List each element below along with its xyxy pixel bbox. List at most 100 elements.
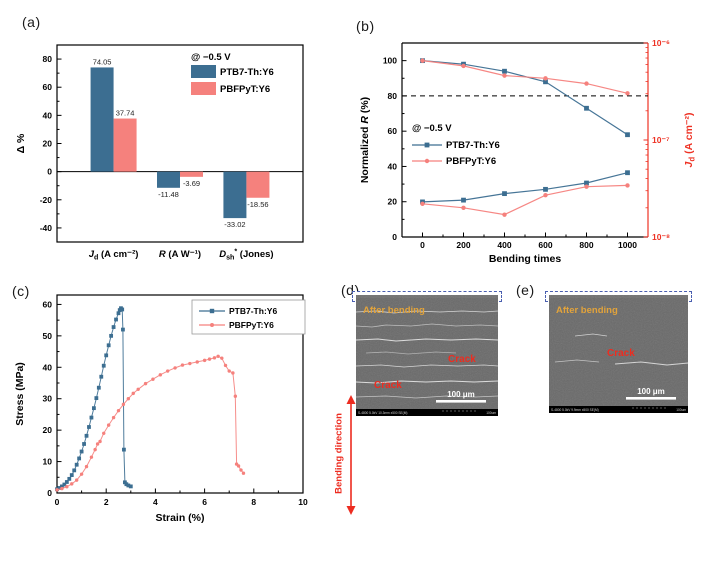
scale-bar (626, 397, 676, 400)
crack-line (574, 333, 608, 337)
legend-entry-label: PBFPyT:Y6 (446, 156, 496, 167)
crack-line (355, 380, 499, 384)
right-y-tick-label: 10⁻⁷ (652, 135, 670, 145)
y-tick-label: -20 (40, 195, 53, 205)
x-tick-label: 2 (104, 497, 109, 507)
y-tick-label: 60 (388, 126, 398, 136)
legend-entry-label: PBFPyT:Y6 (220, 84, 270, 95)
x-axis-title: Strain (%) (155, 512, 204, 524)
bending-direction-label: Bending direction (333, 413, 345, 494)
legend-box (191, 299, 306, 335)
bar (90, 67, 114, 172)
x-tick-label: 600 (538, 240, 552, 250)
sem-info-text: S-4800 5.0kV 10.3mm x500 SE(M) (358, 411, 407, 415)
bending-direction-arrow-icon (346, 395, 356, 515)
x-tick-label: 6 (202, 497, 207, 507)
crack-label: Crack (607, 348, 635, 359)
legend-entry-label: PTB7-Th:Y6 (229, 306, 277, 316)
crack-line (355, 395, 499, 399)
y-tick-label: 20 (43, 425, 53, 435)
y-tick-label: -40 (40, 223, 53, 233)
bar-value-label: -11.48 (158, 190, 179, 199)
x-tick-label: 0 (55, 497, 60, 507)
scalebar-label: 100 μm (637, 387, 665, 396)
sem-panel-pbfpyt: PBFPyT:Y6100 μmS-4800 5.0kV 9.9mm x500 S… (545, 291, 692, 413)
crack-line (355, 338, 499, 342)
y-tick-label: 40 (388, 161, 398, 171)
y-tick-label: 0 (392, 232, 397, 242)
panel-c-label: (c) (12, 283, 30, 299)
x-tick-label: 4 (153, 497, 158, 507)
bar-value-label: -18.56 (247, 200, 268, 209)
right-y-tick-label: 10⁻⁶ (652, 38, 670, 48)
after-bending-label: After bending (363, 305, 425, 316)
y-tick-label: 20 (43, 139, 53, 149)
series-Jd-pbfpyt (420, 183, 630, 217)
legend-swatch (191, 65, 216, 78)
y-tick-label: 80 (388, 91, 398, 101)
y-tick-label: 50 (43, 331, 53, 341)
x-tick-label: 0 (420, 240, 425, 250)
crack-line (355, 364, 499, 368)
y-axis-title: Stress (MPa) (14, 362, 26, 426)
bar-value-label: 37.74 (116, 109, 135, 118)
x-tick-label: 800 (579, 240, 593, 250)
x-tick-label: 10 (298, 497, 308, 507)
legend-entry-label: PTB7-Th:Y6 (446, 140, 500, 151)
series-Jd-ptb7 (420, 170, 630, 205)
y-tick-label: 30 (43, 394, 53, 404)
y-tick-label: 80 (43, 54, 53, 64)
sem-info-scale-text: 100um (486, 411, 496, 415)
crack-label: Crack (448, 354, 476, 365)
crack-line (355, 323, 499, 328)
y-tick-label: 60 (43, 299, 53, 309)
y-tick-label: 0 (47, 488, 52, 498)
y-tick-label: 40 (43, 362, 53, 372)
sem-info-text: S-4800 5.0kV 9.9mm x500 SE(M) (551, 408, 599, 412)
x-tick-label: 8 (251, 497, 256, 507)
bar-series-ptb7: 74.05 -11.48 -33.02 (90, 57, 247, 229)
sem-pbfpyt-after-bending: After bending Crack 100 μm S-4800 5.0kV 9.9… (549, 298, 689, 413)
panel-e-label: (e) (516, 282, 535, 298)
legend-entry-label: PTB7-Th:Y6 (220, 67, 274, 78)
sem-ptb7-after-bending: After bending Crack Crack 100 μm S-4800 5.0k… (355, 298, 499, 416)
series-pbfpyt (55, 354, 246, 492)
scale-bar (436, 400, 486, 403)
right-y-axis-title: Jd (A cm⁻²) (683, 113, 697, 168)
y-tick-label: 100 (383, 56, 397, 66)
bar (180, 171, 203, 177)
bar-value-label: -3.69 (183, 179, 200, 188)
crack-line (355, 310, 499, 314)
bar (113, 118, 137, 172)
bar-chart-delta-percent: -40 -20 0 20 40 60 80 74.05 -11.48 -33.02 37.74 -3.… (15, 44, 304, 262)
bar-value-label: 74.05 (93, 57, 112, 66)
sem-info-scale-text: 100um (676, 408, 686, 412)
category-label: Jd (A cm⁻²) (89, 249, 139, 262)
y-axis-title: Δ % (15, 133, 27, 153)
series-ptb7 (55, 306, 133, 492)
bar-series-pbfpyt: 37.74 -3.69 -18.56 (113, 109, 270, 209)
right-y-tick-label: 10⁻⁸ (652, 232, 670, 242)
legend-bias-label: @ −0.5 V (191, 52, 231, 63)
bar (157, 171, 180, 188)
crack-line (554, 359, 600, 363)
x-axis-title: Bending times (489, 253, 562, 265)
y-tick-label: 60 (43, 82, 53, 92)
legend-entry-label: PBFPyT:Y6 (229, 320, 274, 330)
y-tick-label: 10 (43, 457, 53, 467)
bar (246, 171, 270, 198)
after-bending-label: After bending (556, 305, 618, 316)
line-chart-stress-strain: 0 10 20 30 40 50 60 0 2 4 6 8 10 PTB7-Th:Y6 PBFPyT:Y6 S… (14, 294, 308, 524)
y-tick-label: 20 (388, 197, 398, 207)
panel-b-label: (b) (356, 18, 375, 34)
category-label: Dsh* (Jones) (219, 248, 273, 262)
x-tick-label: 1000 (618, 240, 637, 250)
series-R-pbfpyt (420, 58, 630, 96)
crack-line (614, 361, 689, 366)
crack-label: Crack (374, 380, 402, 391)
crack-line (365, 351, 457, 355)
scalebar-label: 100 μm (447, 390, 475, 399)
left-y-axis-title: Normalized R (%) (359, 97, 371, 183)
